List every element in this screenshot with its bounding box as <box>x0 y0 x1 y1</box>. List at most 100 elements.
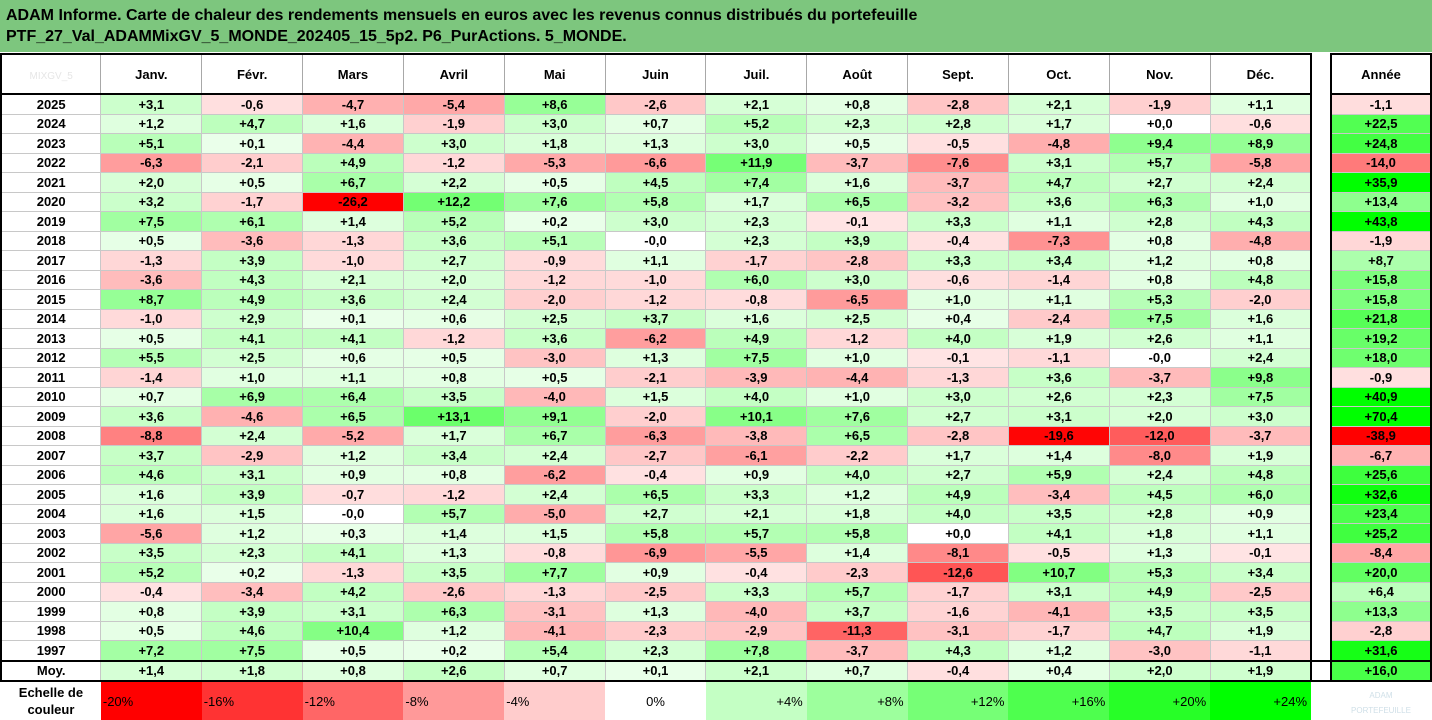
heatmap-cell: +6,7 <box>302 172 404 193</box>
heatmap-cell: -2,0 <box>604 406 707 427</box>
heatmap-cell: +11,9 <box>705 152 808 173</box>
heatmap-cell: -4,0 <box>705 601 808 622</box>
column-gap <box>1311 640 1331 662</box>
heatmap-cell: -3,7 <box>806 640 909 662</box>
heatmap-cell: +1,3 <box>604 601 707 622</box>
heatmap-cell: +5,2 <box>100 562 203 583</box>
column-gap <box>1311 367 1331 387</box>
year-label: 2025 <box>0 93 102 115</box>
heatmap-cell: +5,8 <box>604 523 707 544</box>
heatmap-cell: +2,4 <box>503 484 606 505</box>
heatmap-cell: +1,7 <box>705 191 808 212</box>
month-header: Sept. <box>907 53 1009 95</box>
average-cell: +0,7 <box>503 659 606 682</box>
year-row: 2022 -6,3 -2,1 +4,9 -1,2 -5,3 -6,6 +11,9 -3,7 -7,… <box>0 152 1432 173</box>
heatmap-cell: -4,1 <box>503 620 606 641</box>
heatmap-cell: +0,9 <box>604 562 707 583</box>
heatmap-cell: +1,8 <box>1108 523 1211 544</box>
heatmap-cell: +2,6 <box>1007 386 1110 407</box>
heatmap-cell: +3,4 <box>402 445 505 466</box>
heatmap-cell: -4,7 <box>302 93 404 115</box>
heatmap-cell: +5,9 <box>1007 464 1110 485</box>
heatmap-cell: +4,2 <box>302 581 404 602</box>
column-gap <box>1311 231 1331 251</box>
color-scale-swatch: +8% <box>806 681 908 720</box>
column-gap <box>1311 484 1331 504</box>
corner-label: MIXGV_5 <box>29 70 73 82</box>
heatmap-cell: -5,4 <box>402 93 505 115</box>
heatmap-cell: -0,6 <box>1209 113 1313 134</box>
heatmap-cell: +0,9 <box>1209 503 1313 524</box>
heatmap-cell: -3,7 <box>907 172 1009 193</box>
header-row: MIXGV_5 Janv. Févr. Mars Avril Mai Juin Juil. A… <box>0 53 1432 95</box>
heatmap-cell: -1,4 <box>100 367 203 388</box>
heatmap-cell: +3,6 <box>302 289 404 310</box>
year-row: 2003 -5,6 +1,2 +0,3 +1,4 +1,5 +5,8 +5,7 +5,8 +0,0… <box>0 523 1432 544</box>
annual-cell: +18,0 <box>1329 347 1432 368</box>
annual-cell: -38,9 <box>1329 425 1432 446</box>
report-header: ADAM Informe. Carte de chaleur des rende… <box>0 0 1432 52</box>
column-gap <box>1311 465 1331 485</box>
year-row: 2004 +1,6 +1,5 -0,0 +5,7 -5,0 +2,7 +2,1 +1,8 +4,0… <box>0 503 1432 524</box>
heatmap-cell: -2,4 <box>1007 308 1110 329</box>
heatmap-cell: +3,5 <box>402 386 505 407</box>
heatmap-cell: +3,1 <box>1007 581 1110 602</box>
year-label: 2000 <box>0 581 102 602</box>
heatmap-cell: +3,0 <box>907 386 1009 407</box>
heatmap-cell: +7,5 <box>1209 386 1313 407</box>
heatmap-cell: +0,8 <box>402 367 505 388</box>
heatmap-cell: +1,6 <box>806 172 909 193</box>
heatmap-cell: -6,2 <box>503 464 606 485</box>
heatmap-cell: -3,1 <box>503 601 606 622</box>
heatmap-cell: +7,5 <box>201 640 304 662</box>
heatmap-cell: +5,2 <box>402 211 505 232</box>
heatmap-cell: +6,3 <box>1108 191 1211 212</box>
heatmap-cell: +3,4 <box>1007 250 1110 271</box>
heatmap-cell: -1,3 <box>503 581 606 602</box>
heatmap-cell: -0,5 <box>907 133 1009 154</box>
heatmap-cell: -2,8 <box>806 250 909 271</box>
heatmap-cell: +1,1 <box>1007 289 1110 310</box>
heatmap-cell: +6,0 <box>705 269 808 290</box>
heatmap-cell: -4,1 <box>1007 601 1110 622</box>
heatmap-cell: -6,6 <box>604 152 707 173</box>
heatmap-cell: +1,2 <box>1108 250 1211 271</box>
heatmap-cell: +4,0 <box>907 328 1009 349</box>
heatmap-cell: -4,0 <box>503 386 606 407</box>
heatmap-cell: +4,9 <box>1108 581 1211 602</box>
heatmap-cell: +3,6 <box>402 230 505 251</box>
heatmap-cell: -7,3 <box>1007 230 1110 251</box>
column-gap <box>1311 192 1331 212</box>
heatmap-cell: -1,0 <box>302 250 404 271</box>
heatmap-cell: +0,5 <box>806 133 909 154</box>
heatmap-cell: -26,2 <box>302 191 404 212</box>
heatmap-cell: +3,9 <box>201 484 304 505</box>
heatmap-cell: +2,8 <box>1108 503 1211 524</box>
column-gap <box>1311 270 1331 290</box>
heatmap-cell: +0,7 <box>604 113 707 134</box>
heatmap-cell: +6,4 <box>302 386 404 407</box>
heatmap-cell: +3,3 <box>907 250 1009 271</box>
heatmap-cell: +2,4 <box>1209 172 1313 193</box>
heatmap-cell: +3,5 <box>1108 601 1211 622</box>
heatmap-cell: +5,8 <box>806 523 909 544</box>
heatmap-cell: +2,0 <box>402 269 505 290</box>
returns-heatmap-table: MIXGV_5 Janv. Févr. Mars Avril Mai Juin Juil. A… <box>0 53 1432 720</box>
heatmap-cell: -3,4 <box>1007 484 1110 505</box>
year-row: 2006 +4,6 +3,1 +0,9 +0,8 -6,2 -0,4 +0,9 +4,0 +2,7… <box>0 464 1432 485</box>
heatmap-cell: +0,5 <box>503 367 606 388</box>
heatmap-cell: -0,4 <box>907 230 1009 251</box>
annual-cell: +43,8 <box>1329 211 1432 232</box>
annual-cell: +35,9 <box>1329 172 1432 193</box>
heatmap-cell: -1,6 <box>907 601 1009 622</box>
heatmap-cell: +0,2 <box>201 562 304 583</box>
heatmap-cell: -2,2 <box>806 445 909 466</box>
heatmap-cell: -3,7 <box>806 152 909 173</box>
heatmap-cell: +2,3 <box>705 211 808 232</box>
column-gap <box>1311 659 1331 682</box>
year-label: 2013 <box>0 328 102 349</box>
year-row: 2021 +2,0 +0,5 +6,7 +2,2 +0,5 +4,5 +7,4 +1,6 -3,7… <box>0 172 1432 193</box>
year-row: 2012 +5,5 +2,5 +0,6 +0,5 -3,0 +1,3 +7,5 +1,0 -0,1… <box>0 347 1432 368</box>
heatmap-cell: +1,3 <box>402 542 505 563</box>
heatmap-body: 2025 +3,1 -0,6 -4,7 -5,4 +8,6 -2,6 +2,1 +0,8 -2,8… <box>0 93 1432 720</box>
